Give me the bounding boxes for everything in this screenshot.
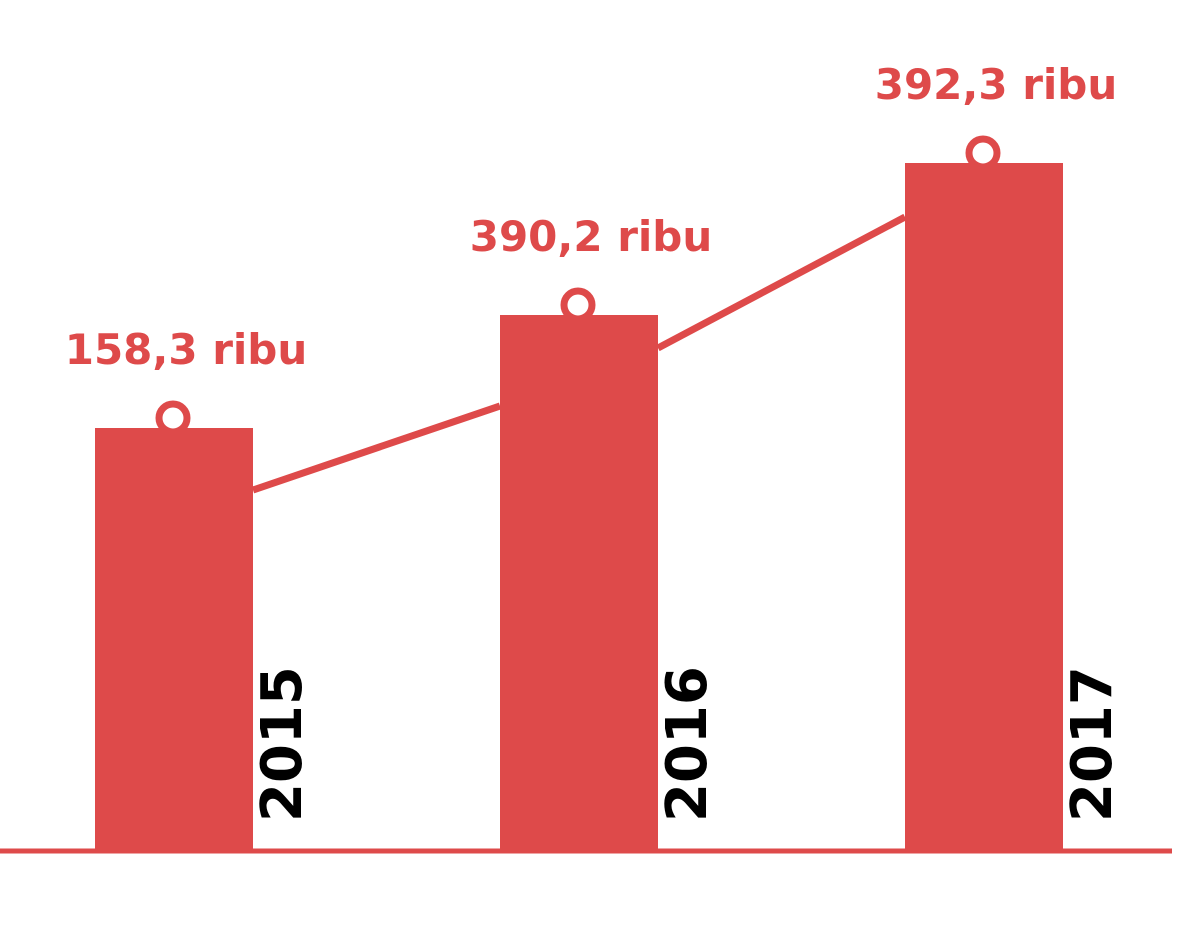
bars-group [95,163,1063,851]
trend-line-segment [251,402,502,494]
tick-label-2016: 2016 [655,666,720,822]
markers-group [155,135,1001,436]
bar-2017 [905,163,1063,851]
point-marker-2016 [560,287,596,323]
value-label-2015: 158,3 ribu [65,325,308,374]
value-label-2017: 392,3 ribu [875,60,1118,109]
trend-line-group [251,213,907,494]
trend-line-segment [656,213,907,352]
value-label-2016: 390,2 ribu [470,212,713,261]
labels-group: 158,3 ribu 2015 390,2 ribu 2016 392,3 ribu 20… [65,60,1125,822]
point-marker-2017 [965,135,1001,171]
tick-label-2015: 2015 [250,666,315,822]
tick-label-2017: 2017 [1060,666,1125,822]
bar-2015 [95,428,253,851]
bar-2016 [500,315,658,851]
point-marker-2015 [155,400,191,436]
